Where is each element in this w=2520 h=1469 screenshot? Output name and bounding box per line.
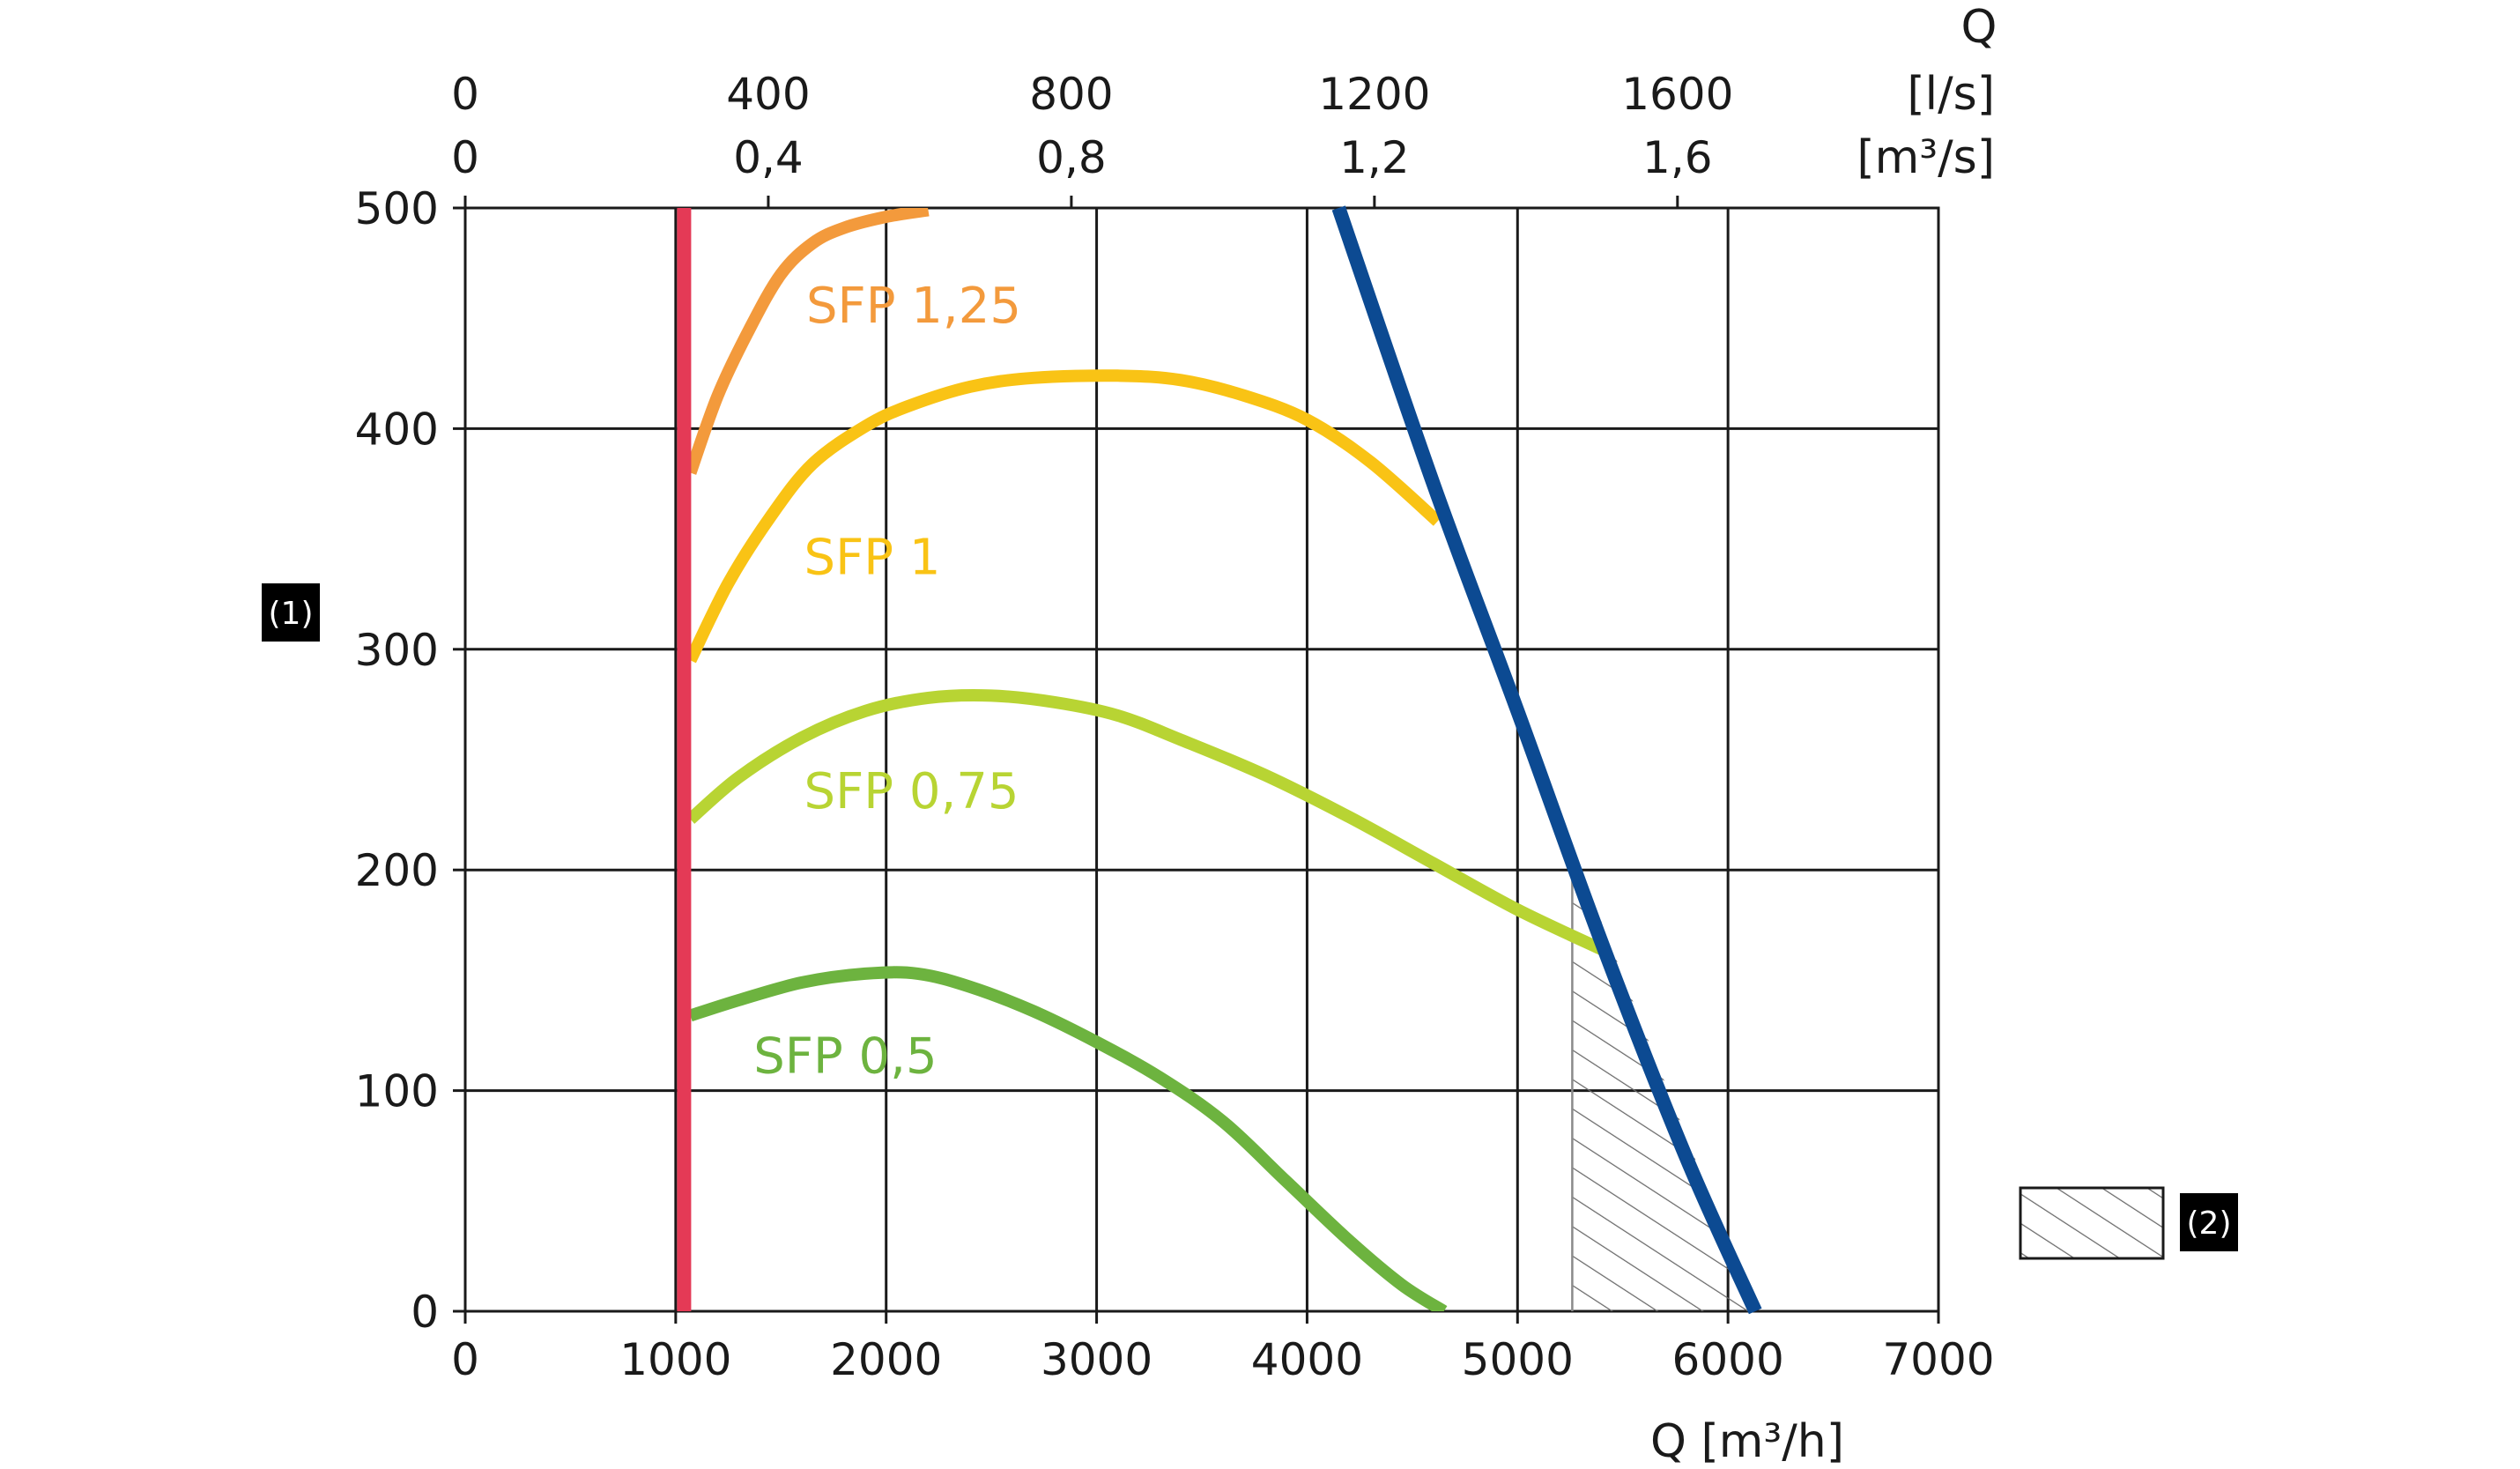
hatched-region	[1572, 848, 1756, 1311]
series-label-2: SFP 0,75	[804, 763, 1019, 820]
y-axis-badge: (1)	[262, 583, 320, 642]
series-line-sfp-1-25	[684, 208, 930, 475]
plot-frame	[463, 206, 1940, 1313]
series-line-sfp-0-5	[688, 966, 1448, 1311]
top-tick-ls-0: 0	[451, 69, 479, 120]
grid	[463, 206, 1940, 1313]
x-tick-label-7: 7000	[1882, 1334, 1994, 1385]
top-tick-m3s-1: 0,4	[733, 132, 804, 183]
legend-hatch-swatch	[2019, 1186, 2165, 1260]
top-tick-m3s-2: 0,8	[1036, 132, 1107, 183]
y-axis-badge-text: (1)	[269, 596, 314, 632]
y-tick-label-5: 500	[355, 183, 439, 234]
top-tick-ls-2: 800	[1029, 69, 1113, 120]
x-axis-title: Q [m³/h]	[1650, 1415, 1844, 1468]
series-line-sfp-0-75	[686, 689, 1605, 955]
top-tick-ls-4: 1600	[1621, 69, 1733, 120]
x-tick-label-0: 0	[451, 1334, 479, 1385]
top-axis-title: Q	[1961, 1, 1997, 54]
x-tick-label-1: 1000	[619, 1334, 731, 1385]
hatched-region-layer	[1571, 848, 1756, 1311]
top-axis-unit-ls: [l/s]	[1907, 68, 1995, 121]
axes: 0 1000 2000 3000 4000 5000 6000 700001002003004…	[355, 69, 1995, 1385]
top-tick-m3s-0: 0	[451, 132, 479, 183]
legend-badge-text: (2)	[2187, 1206, 2232, 1242]
series-label-3: SFP 0,5	[753, 1028, 937, 1086]
max-flow-limit-line	[1331, 205, 1762, 1315]
y-tick-label-1: 100	[355, 1066, 439, 1117]
series-label-1: SFP 1	[804, 530, 941, 587]
top-tick-m3s-4: 1,6	[1642, 132, 1713, 183]
y-tick-label-4: 400	[355, 404, 439, 455]
series-label-0: SFP 1,25	[806, 278, 1021, 335]
top-tick-ls-3: 1200	[1318, 69, 1430, 120]
x-tick-label-2: 2000	[830, 1334, 942, 1385]
top-tick-m3s-3: 1,2	[1339, 132, 1410, 183]
x-tick-label-6: 6000	[1672, 1334, 1784, 1385]
y-tick-label-0: 0	[411, 1287, 439, 1338]
labels: Q [l/s] [m³/s] Q [m³/h] (1) (2) SFP 1,25…	[262, 1, 2238, 1468]
y-tick-label-2: 200	[355, 845, 439, 896]
x-tick-label-4: 4000	[1251, 1334, 1363, 1385]
top-axis-unit-m3s: [m³/s]	[1857, 131, 1995, 184]
x-tick-label-5: 5000	[1462, 1334, 1574, 1385]
x-tick-label-3: 3000	[1041, 1334, 1153, 1385]
y-tick-label-3: 300	[355, 625, 439, 676]
series-line-sfp-1	[685, 369, 1442, 664]
series-layer	[677, 205, 1762, 1315]
top-tick-ls-1: 400	[726, 69, 810, 120]
legend: (2)	[2019, 1186, 2238, 1260]
